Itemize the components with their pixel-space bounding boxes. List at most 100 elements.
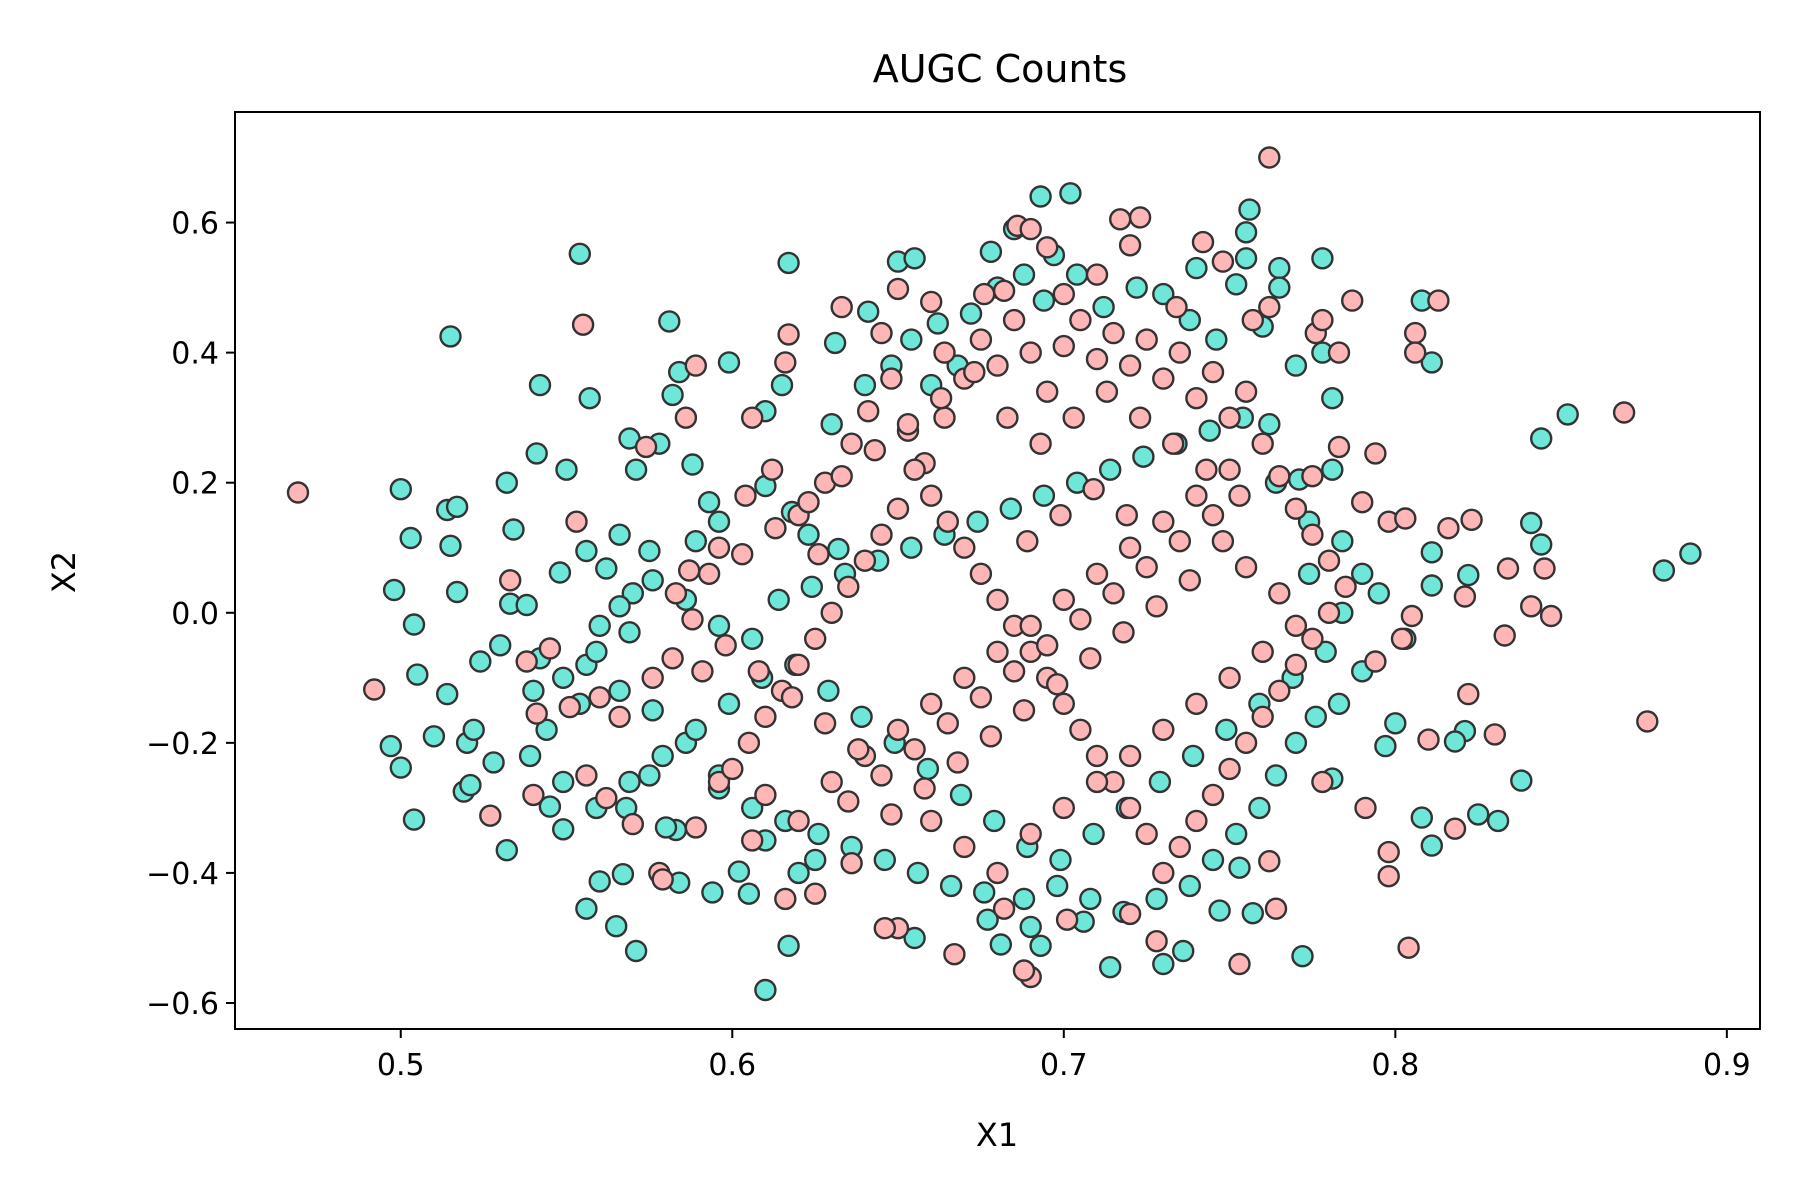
data-point-series-2 xyxy=(1118,234,1142,257)
data-point-series-1 xyxy=(661,383,684,407)
data-point-series-2 xyxy=(684,354,707,377)
data-point-series-1 xyxy=(1443,730,1467,753)
data-point-series-2 xyxy=(1334,575,1357,598)
data-point-series-1 xyxy=(638,539,661,563)
data-point-series-1 xyxy=(422,725,446,748)
data-point-series-2 xyxy=(1035,634,1059,657)
data-point-series-2 xyxy=(992,279,1016,302)
data-point-series-1 xyxy=(399,526,422,550)
data-point-series-2 xyxy=(840,432,863,455)
data-point-series-2 xyxy=(1377,840,1400,864)
data-point-series-1 xyxy=(1510,769,1533,792)
data-point-series-2 xyxy=(707,536,731,559)
data-point-series-2 xyxy=(847,738,870,761)
data-point-series-2 xyxy=(1241,308,1265,332)
data-point-series-1 xyxy=(1148,770,1172,794)
data-point-series-2 xyxy=(880,367,903,390)
data-point-series-2 xyxy=(1052,796,1076,820)
data-point-series-1 xyxy=(1420,541,1444,564)
data-point-series-1 xyxy=(552,770,575,794)
data-point-series-1 xyxy=(489,634,512,657)
data-point-series-1 xyxy=(1241,902,1265,925)
data-point-series-2 xyxy=(1327,341,1351,364)
data-point-series-1 xyxy=(1420,834,1444,857)
data-point-series-1 xyxy=(502,518,525,541)
data-point-series-1 xyxy=(1059,182,1082,205)
data-point-series-1 xyxy=(402,613,426,636)
data-point-series-2 xyxy=(933,341,956,364)
data-point-series-2 xyxy=(595,786,618,810)
data-point-series-1 xyxy=(389,756,412,779)
data-point-series-1 xyxy=(1045,874,1069,898)
data-point-series-2 xyxy=(1519,595,1543,618)
data-point-series-2 xyxy=(787,653,810,676)
data-point-series-2 xyxy=(986,588,1009,611)
data-point-series-2 xyxy=(1443,817,1467,840)
data-point-series-2 xyxy=(1085,744,1109,768)
x-tick-label: 0.9 xyxy=(1703,1048,1751,1083)
data-point-series-2 xyxy=(1052,282,1076,306)
data-point-series-1 xyxy=(611,863,635,886)
data-point-series-1 xyxy=(999,497,1022,520)
data-point-series-1 xyxy=(445,495,469,518)
data-point-series-2 xyxy=(853,549,877,572)
data-point-series-2 xyxy=(731,543,754,566)
data-point-series-2 xyxy=(1311,770,1334,794)
data-point-series-1 xyxy=(1268,276,1291,299)
data-point-series-1 xyxy=(1185,256,1208,280)
data-point-series-2 xyxy=(1168,835,1192,859)
data-point-series-2 xyxy=(1002,308,1026,332)
data-point-series-2 xyxy=(1228,952,1251,976)
data-point-series-2 xyxy=(1165,295,1188,319)
data-point-series-2 xyxy=(714,634,737,657)
data-point-series-2 xyxy=(969,562,993,585)
y-tick-label: 0.6 xyxy=(171,207,219,242)
data-point-series-2 xyxy=(903,738,926,761)
data-point-series-2 xyxy=(588,686,611,709)
data-point-series-1 xyxy=(684,530,707,553)
data-point-series-1 xyxy=(939,874,963,898)
data-point-series-2 xyxy=(1258,850,1281,873)
data-point-series-1 xyxy=(1234,221,1258,244)
data-point-series-2 xyxy=(953,835,976,859)
data-point-series-2 xyxy=(1258,295,1281,319)
data-point-series-2 xyxy=(1118,536,1142,559)
data-point-series-1 xyxy=(1284,354,1308,377)
data-point-series-1 xyxy=(495,471,518,494)
data-point-series-1 xyxy=(578,387,601,410)
data-point-series-2 xyxy=(1079,647,1102,670)
data-point-series-2 xyxy=(920,290,943,314)
data-point-series-2 xyxy=(1533,557,1556,580)
data-point-series-2 xyxy=(1019,341,1042,364)
data-point-series-1 xyxy=(817,679,840,702)
data-point-series-2 xyxy=(1035,236,1059,259)
data-point-series-2 xyxy=(684,816,707,839)
data-point-series-2 xyxy=(837,790,860,813)
data-point-series-2 xyxy=(920,484,943,507)
data-point-series-1 xyxy=(1284,731,1308,754)
data-point-series-2 xyxy=(525,702,548,725)
y-axis-label: X2 xyxy=(45,551,83,593)
data-point-series-2 xyxy=(1095,380,1119,403)
data-point-series-2 xyxy=(1437,517,1460,540)
data-point-series-1 xyxy=(857,300,880,323)
data-point-series-2 xyxy=(1128,206,1152,229)
data-point-series-1 xyxy=(1029,185,1052,208)
data-point-series-1 xyxy=(469,650,492,673)
data-point-series-2 xyxy=(1108,208,1132,231)
data-point-series-1 xyxy=(1152,282,1175,306)
data-point-series-1 xyxy=(1178,308,1202,332)
data-point-series-2 xyxy=(608,705,631,728)
data-point-series-2 xyxy=(1085,562,1109,585)
data-point-series-1 xyxy=(406,663,429,686)
data-point-series-2 xyxy=(747,660,770,683)
data-point-series-2 xyxy=(837,575,860,598)
data-point-series-1 xyxy=(575,539,598,563)
data-point-series-2 xyxy=(1427,289,1450,312)
data-point-series-2 xyxy=(1085,770,1109,794)
data-point-series-1 xyxy=(853,373,877,397)
data-point-series-2 xyxy=(1045,673,1069,696)
data-point-series-2 xyxy=(1211,530,1235,553)
data-point-series-1 xyxy=(787,861,810,885)
